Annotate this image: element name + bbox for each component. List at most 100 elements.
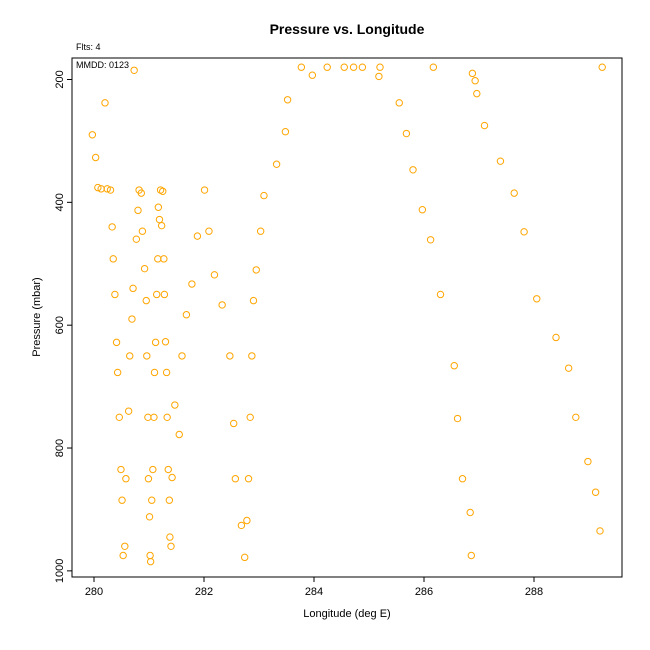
data-point bbox=[149, 465, 157, 474]
data-point bbox=[375, 72, 383, 81]
data-point bbox=[429, 63, 438, 71]
data-point bbox=[150, 413, 158, 422]
mmdd-label: MMDD: 0123 bbox=[76, 60, 129, 70]
data-point bbox=[142, 296, 150, 305]
data-point bbox=[340, 63, 348, 71]
data-point bbox=[418, 206, 427, 214]
data-point bbox=[468, 69, 477, 78]
data-points bbox=[88, 63, 606, 566]
data-point bbox=[246, 413, 254, 422]
x-tick-label: 288 bbox=[525, 586, 543, 598]
data-point bbox=[132, 235, 141, 243]
data-point bbox=[205, 227, 213, 235]
data-point bbox=[160, 255, 168, 263]
y-tick-label: 1000 bbox=[54, 559, 66, 583]
x-tick-label: 280 bbox=[85, 586, 103, 598]
data-point bbox=[218, 301, 226, 309]
data-point bbox=[164, 465, 172, 474]
data-point bbox=[88, 131, 97, 139]
data-point bbox=[167, 542, 175, 550]
data-point bbox=[453, 414, 462, 423]
data-point bbox=[358, 63, 367, 71]
data-point bbox=[564, 364, 573, 372]
y-axis-title: Pressure (mbar) bbox=[31, 277, 43, 356]
data-point bbox=[160, 290, 169, 299]
data-point bbox=[122, 475, 130, 483]
data-point bbox=[166, 533, 174, 541]
data-point bbox=[162, 368, 171, 377]
data-point bbox=[137, 189, 146, 197]
data-point bbox=[473, 89, 481, 98]
data-point bbox=[168, 473, 176, 482]
data-point bbox=[151, 338, 160, 347]
data-point bbox=[281, 128, 290, 136]
data-point bbox=[552, 333, 560, 342]
data-point bbox=[182, 311, 191, 319]
data-point bbox=[533, 295, 541, 303]
data-point bbox=[130, 66, 138, 74]
data-point bbox=[572, 413, 580, 422]
data-point bbox=[126, 352, 134, 360]
data-point bbox=[598, 63, 606, 71]
data-point bbox=[163, 413, 171, 422]
flights-count-label: Flts: 4 bbox=[76, 42, 101, 52]
data-point bbox=[178, 352, 186, 360]
data-point bbox=[591, 488, 600, 496]
data-point bbox=[308, 71, 317, 79]
data-point bbox=[154, 255, 162, 263]
data-point bbox=[436, 290, 445, 299]
data-point bbox=[241, 553, 249, 562]
data-point bbox=[510, 189, 518, 197]
data-point bbox=[376, 63, 384, 71]
data-point bbox=[260, 191, 268, 200]
data-point bbox=[119, 551, 127, 560]
data-point bbox=[480, 121, 489, 130]
data-point bbox=[140, 264, 149, 273]
data-point bbox=[113, 368, 122, 377]
data-point bbox=[101, 99, 109, 107]
data-point bbox=[91, 153, 100, 162]
y-axis: 200 400 600 800 1000 bbox=[54, 70, 72, 583]
data-point bbox=[94, 183, 102, 192]
data-point bbox=[256, 227, 265, 235]
x-axis: 280 282 284 286 288 bbox=[85, 577, 543, 598]
data-point bbox=[231, 475, 240, 483]
data-point bbox=[103, 185, 111, 193]
data-point bbox=[395, 99, 403, 107]
data-point bbox=[159, 187, 167, 195]
data-point bbox=[323, 63, 331, 71]
data-point bbox=[115, 413, 124, 422]
data-point bbox=[471, 77, 479, 85]
data-point bbox=[200, 186, 209, 194]
y-tick-label: 200 bbox=[54, 70, 66, 88]
data-point bbox=[108, 223, 116, 231]
data-point bbox=[161, 338, 170, 346]
data-point bbox=[112, 338, 121, 347]
data-point bbox=[596, 527, 604, 535]
data-point bbox=[249, 296, 258, 305]
data-point bbox=[124, 407, 133, 415]
data-point bbox=[210, 271, 219, 279]
data-point bbox=[226, 352, 234, 360]
data-point bbox=[193, 232, 202, 240]
data-point bbox=[402, 129, 411, 138]
data-point bbox=[175, 430, 183, 439]
data-point bbox=[297, 63, 306, 71]
data-point bbox=[188, 280, 196, 288]
data-point bbox=[283, 96, 292, 104]
x-tick-label: 282 bbox=[195, 586, 213, 598]
data-point bbox=[118, 496, 126, 504]
data-point bbox=[520, 228, 528, 236]
data-point bbox=[144, 413, 152, 422]
data-point bbox=[146, 557, 155, 566]
data-point bbox=[157, 221, 166, 230]
data-point bbox=[117, 465, 125, 474]
plot-area-frame bbox=[71, 57, 623, 578]
data-point bbox=[171, 401, 179, 409]
data-point bbox=[109, 255, 117, 263]
x-tick-label: 286 bbox=[415, 586, 433, 598]
data-point bbox=[272, 160, 281, 168]
y-tick-label: 400 bbox=[54, 193, 66, 211]
data-point bbox=[144, 475, 153, 483]
